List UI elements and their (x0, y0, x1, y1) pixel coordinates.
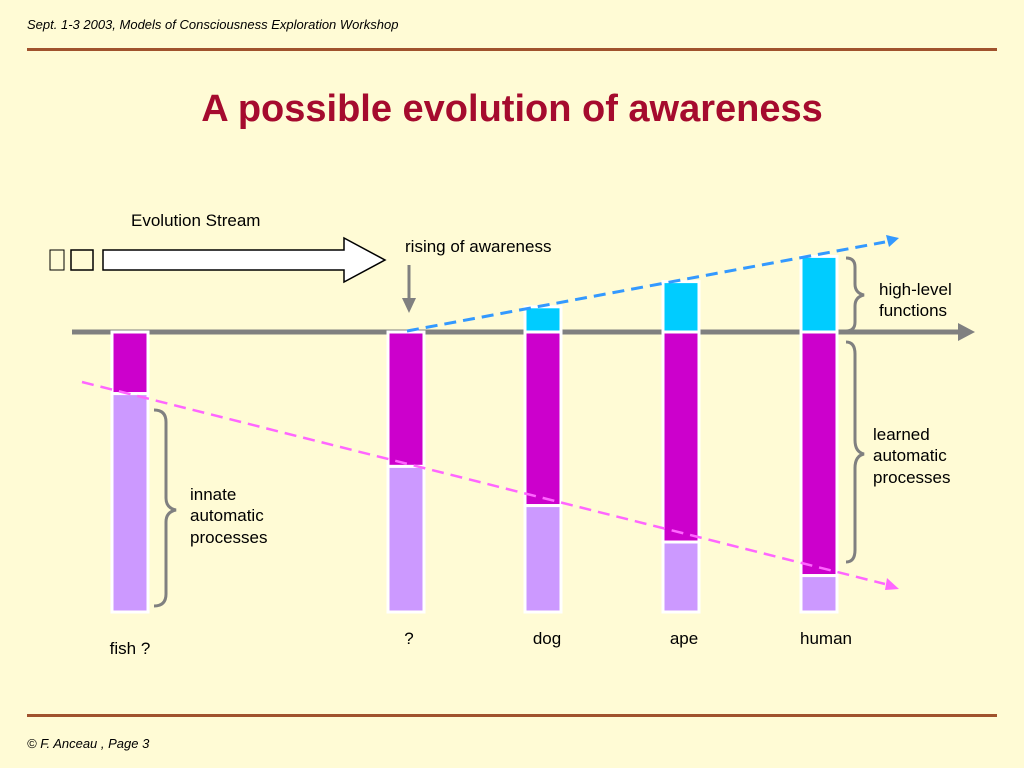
high-level-label: high-level functions (879, 280, 952, 320)
placeholder-box-icon (70, 249, 94, 271)
innate-brace (153, 408, 177, 608)
bottom-divider (27, 714, 997, 717)
stage-label-fish: fish ? (110, 639, 151, 658)
innate-trend-arrowhead (885, 578, 899, 590)
stage-label-unknown: ? (404, 629, 413, 648)
awareness-trend-line (406, 240, 886, 333)
bar-learned-ape (661, 330, 701, 544)
learned-label: learned automatic processes (873, 425, 950, 487)
evolution-stream-label: Evolution Stream (131, 211, 260, 230)
bar-learned-human (799, 330, 839, 578)
stage-label-ape: ape (670, 629, 698, 648)
innate-line-1: innate (190, 485, 236, 504)
bar-innate-human (799, 574, 839, 614)
learned-line-3: processes (873, 468, 950, 487)
innate-trend-line (81, 380, 886, 586)
placeholder-glyph-icon (49, 249, 65, 271)
footer-text: © F. Anceau , Page 3 (27, 736, 150, 751)
learned-line-2: automatic (873, 446, 947, 465)
high-level-line-2: functions (879, 301, 947, 320)
awareness-trend-arrowhead (886, 235, 899, 247)
bar-innate-fish (110, 392, 150, 614)
innate-line-2: automatic (190, 506, 264, 525)
stage-label-dog: dog (533, 629, 561, 648)
evolution-axis-arrowhead (958, 323, 975, 341)
high-level-line-1: high-level (879, 280, 952, 299)
stage-label-human: human (800, 629, 852, 648)
high-level-brace (845, 256, 865, 333)
bar-learned-dog (523, 330, 563, 508)
top-divider (27, 48, 997, 51)
slide-title: A possible evolution of awareness (201, 88, 823, 130)
bar-learned-unknown (386, 330, 426, 468)
stage-bars (110, 254, 839, 614)
header-text: Sept. 1-3 2003, Models of Consciousness … (27, 17, 399, 32)
bar-learned-fish (110, 330, 150, 396)
innate-line-3: processes (190, 528, 267, 547)
bar-high-level-dog (523, 305, 563, 334)
evolution-stream-arrow (102, 236, 387, 284)
bar-innate-ape (661, 540, 701, 614)
bar-high-level-human (799, 254, 839, 334)
learned-brace (845, 340, 865, 564)
rising-awareness-label: rising of awareness (405, 237, 551, 256)
innate-label: innate automatic processes (190, 485, 267, 547)
bar-high-level-ape (661, 280, 701, 334)
bar-innate-dog (523, 504, 563, 614)
learned-line-1: learned (873, 425, 930, 444)
bar-innate-unknown (386, 464, 426, 614)
rising-arrow-head (402, 298, 416, 313)
